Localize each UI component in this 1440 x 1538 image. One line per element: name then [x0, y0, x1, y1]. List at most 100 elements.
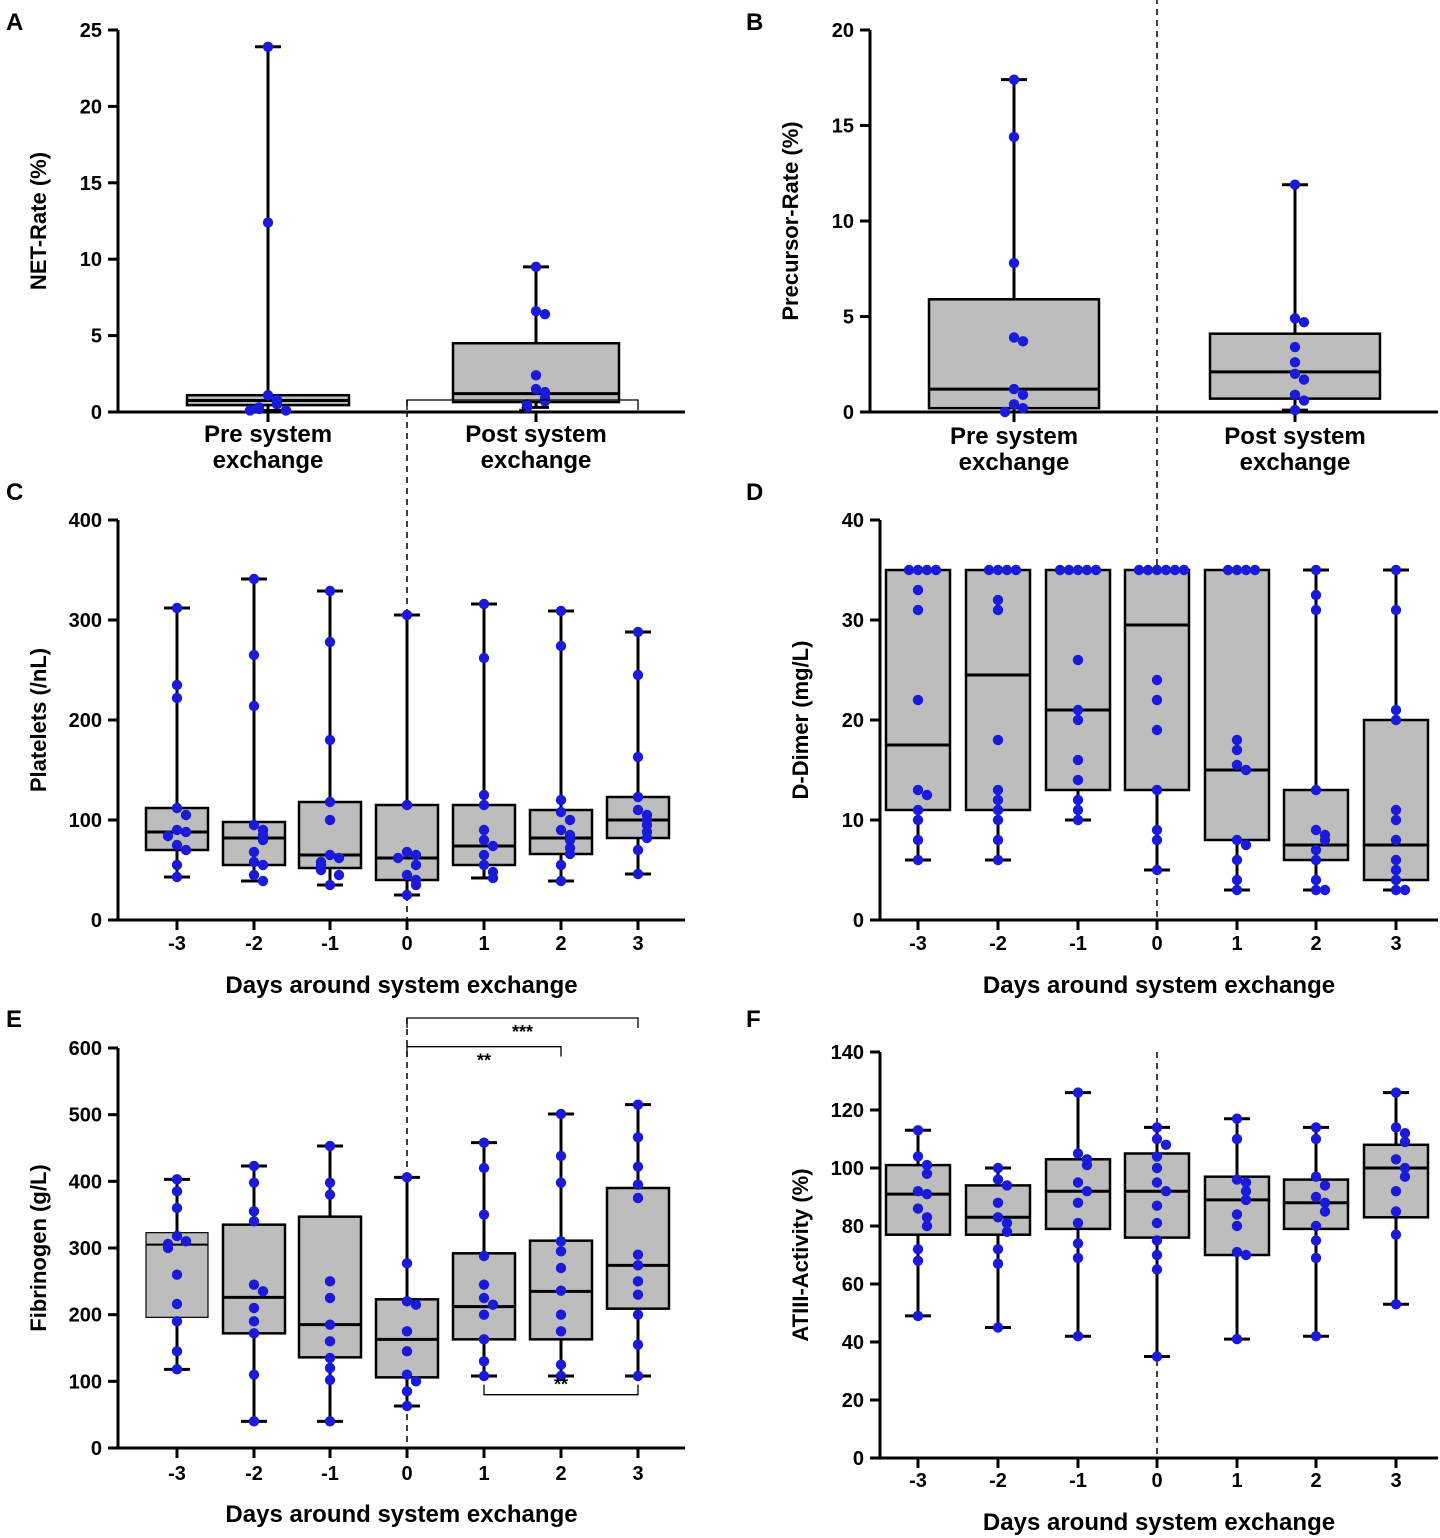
data-point — [1390, 884, 1402, 896]
data-point — [401, 846, 413, 858]
data-point — [1231, 1133, 1243, 1145]
data-point — [1081, 564, 1093, 576]
data-point — [1390, 714, 1402, 726]
data-point — [1399, 1162, 1411, 1174]
data-point — [324, 636, 336, 648]
data-point — [1390, 1154, 1402, 1165]
data-point — [1151, 864, 1163, 876]
data-point — [555, 1359, 567, 1370]
data-point — [171, 802, 183, 814]
data-point — [1231, 874, 1243, 886]
data-point — [324, 879, 336, 891]
y-axis-label: Platelets (/nL) — [26, 648, 51, 792]
data-point — [555, 824, 567, 836]
data-point — [248, 1302, 260, 1314]
data-point — [1231, 1174, 1243, 1185]
data-point — [401, 1326, 413, 1337]
data-point — [1399, 884, 1411, 896]
box-group — [1203, 564, 1271, 896]
data-point — [478, 1292, 490, 1304]
data-point — [530, 383, 542, 395]
data-point — [912, 1151, 924, 1162]
x-category-label: 2 — [1310, 1470, 1321, 1492]
data-point — [324, 1140, 336, 1152]
y-tick-label: 140 — [831, 1042, 864, 1064]
box-iqr — [605, 795, 671, 840]
y-tick-label: 40 — [842, 1332, 864, 1354]
data-point — [921, 564, 933, 576]
data-point — [1390, 804, 1402, 816]
data-point — [1310, 1191, 1322, 1203]
data-point — [324, 1336, 336, 1347]
data-point — [257, 859, 269, 871]
data-point — [1151, 564, 1163, 576]
data-point — [162, 830, 174, 842]
significance-label: ** — [477, 1051, 491, 1071]
data-point — [921, 789, 933, 801]
data-point — [555, 1262, 567, 1274]
data-point — [555, 859, 567, 871]
data-point — [1142, 564, 1154, 576]
data-point — [1390, 564, 1402, 576]
data-point — [1072, 714, 1084, 726]
data-point — [324, 814, 336, 826]
box-group — [145, 1174, 209, 1375]
box-group — [1203, 1113, 1271, 1345]
data-point — [180, 844, 192, 856]
data-point — [992, 564, 1004, 576]
y-tick-label: 120 — [831, 1100, 864, 1122]
x-axis-label: Days around system exchange — [983, 972, 1335, 999]
data-point — [324, 1362, 336, 1374]
data-point — [171, 1298, 183, 1310]
data-point — [1072, 704, 1084, 716]
y-tick-label: 10 — [80, 249, 102, 271]
data-point — [324, 1352, 336, 1364]
data-point — [478, 1162, 490, 1174]
data-point — [1240, 564, 1252, 576]
y-tick-label: 0 — [91, 402, 102, 424]
data-point — [1072, 774, 1084, 786]
y-axis-label: ATIII-Activity (%) — [788, 1168, 813, 1341]
box-group — [1362, 564, 1430, 896]
y-tick-label: 100 — [831, 1158, 864, 1180]
data-point — [632, 1132, 644, 1143]
data-point — [1072, 1217, 1084, 1229]
x-category-label: 1 — [478, 933, 489, 955]
data-point — [1151, 1235, 1163, 1246]
data-point — [1289, 404, 1301, 416]
x-category-label: 1 — [478, 1463, 489, 1485]
box-group — [185, 41, 351, 416]
data-point — [1390, 864, 1402, 876]
data-point — [180, 1236, 192, 1247]
data-point — [632, 1099, 644, 1110]
data-point — [1090, 564, 1102, 576]
data-point — [1240, 1177, 1252, 1188]
data-point — [257, 875, 269, 887]
data-point — [1240, 1249, 1252, 1261]
data-point — [1151, 1133, 1163, 1145]
panel-letter: F — [746, 1006, 761, 1033]
box-group — [1208, 179, 1382, 416]
data-point — [257, 834, 269, 846]
data-point — [555, 605, 567, 617]
data-point — [912, 1244, 924, 1255]
data-point — [1310, 784, 1322, 796]
data-point — [180, 826, 192, 838]
data-point — [992, 1322, 1004, 1333]
data-point — [1289, 341, 1301, 353]
data-point — [564, 834, 576, 846]
box-group — [144, 602, 210, 883]
panel-letter: D — [746, 479, 763, 506]
data-point — [478, 598, 490, 610]
data-point — [632, 1179, 644, 1190]
box-group — [221, 1160, 287, 1427]
data-point — [257, 1286, 269, 1297]
y-tick-label: 100 — [69, 1371, 102, 1393]
data-point — [992, 854, 1004, 866]
data-point — [487, 840, 499, 852]
data-point — [171, 1174, 183, 1185]
data-point — [1151, 1264, 1163, 1275]
data-point — [1289, 313, 1301, 324]
data-point — [1151, 1177, 1163, 1188]
data-point — [248, 573, 260, 585]
